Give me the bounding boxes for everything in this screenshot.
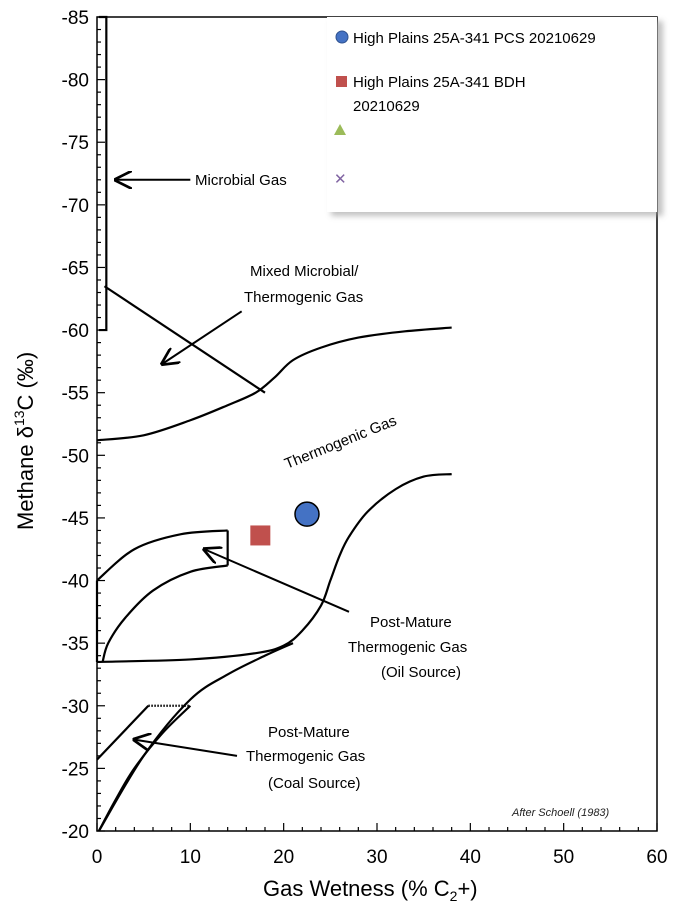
legend-marker-pcs (335, 30, 349, 44)
y-tick-label: -60 (62, 321, 89, 342)
coal-arrow (134, 740, 238, 757)
credit-text: After Schoell (1983) (511, 807, 610, 819)
x-tick-label: 60 (646, 847, 667, 868)
y-tick-label: -85 (62, 8, 89, 29)
data-points (250, 501, 320, 546)
thermo-lower-curve (96, 472, 452, 664)
mixed-diagonal-line (103, 285, 266, 394)
y-tick-label: -65 (62, 258, 89, 279)
annotation-arrows (116, 180, 350, 757)
thermo-upper-curve (96, 326, 452, 442)
annot-microbial: Microbial Gas (195, 172, 287, 189)
oil-arrow (204, 549, 350, 613)
legend-marker-x: ✕ (334, 170, 347, 188)
annot-mixed-line1: Mixed Microbial/ (250, 263, 359, 280)
x-tick-label: 10 (180, 847, 201, 868)
annot-mixed-line2: Thermogenic Gas (244, 289, 363, 306)
annot-oil-line1: Post-Mature (370, 614, 452, 631)
x-axis-title: Gas Wetness (% C2+) (263, 876, 478, 904)
legend-marker-bdh (336, 76, 347, 87)
y-tick-label: -25 (62, 759, 89, 780)
data-point-pcs (294, 501, 320, 527)
x-tick-label: 30 (366, 847, 387, 868)
x-tick-label: 0 (92, 847, 103, 868)
y-tick-label: -40 (62, 572, 89, 593)
annot-coal-line1: Post-Mature (268, 724, 350, 741)
legend-label-bdh-line1: High Plains 25A-341 BDH (353, 74, 526, 91)
coal-outer-curve (97, 642, 294, 832)
coal-diag-line (96, 705, 150, 761)
y-tick-label: -35 (62, 634, 89, 655)
y-tick-label: -50 (62, 446, 89, 467)
legend-label-bdh-line2: 20210629 (353, 98, 420, 115)
x-tick-label: 50 (553, 847, 574, 868)
annot-coal-line3: (Coal Source) (268, 775, 361, 792)
y-axis-title: Methane δ13C (‰) (11, 352, 38, 530)
annot-oil-line3: (Oil Source) (381, 664, 461, 681)
oil-inner-upper-curve (96, 529, 228, 582)
microbial-field-box (98, 15, 108, 332)
y-tick-label: -75 (62, 133, 89, 154)
x-tick-label: 20 (273, 847, 294, 868)
legend-marker-triangle (334, 124, 346, 135)
annot-oil-line2: Thermogenic Gas (348, 639, 467, 656)
mixed-arrow (162, 310, 243, 364)
y-tick-label: -20 (62, 822, 89, 843)
x-tick-label: 40 (460, 847, 481, 868)
y-tick-label: -55 (62, 384, 89, 405)
legend: High Plains 25A-341 PCS 20210629 High Pl… (327, 17, 663, 216)
data-point-bdh (250, 525, 271, 546)
y-tick-label: -30 (62, 697, 89, 718)
oil-inner-lower-curve (101, 564, 228, 663)
legend-box (327, 17, 657, 212)
legend-label-pcs: High Plains 25A-341 PCS 20210629 (353, 30, 596, 47)
y-tick-label: -70 (62, 196, 89, 217)
annot-coal-line2: Thermogenic Gas (246, 748, 365, 765)
y-tick-label: -80 (62, 71, 89, 92)
y-tick-label: -45 (62, 509, 89, 530)
